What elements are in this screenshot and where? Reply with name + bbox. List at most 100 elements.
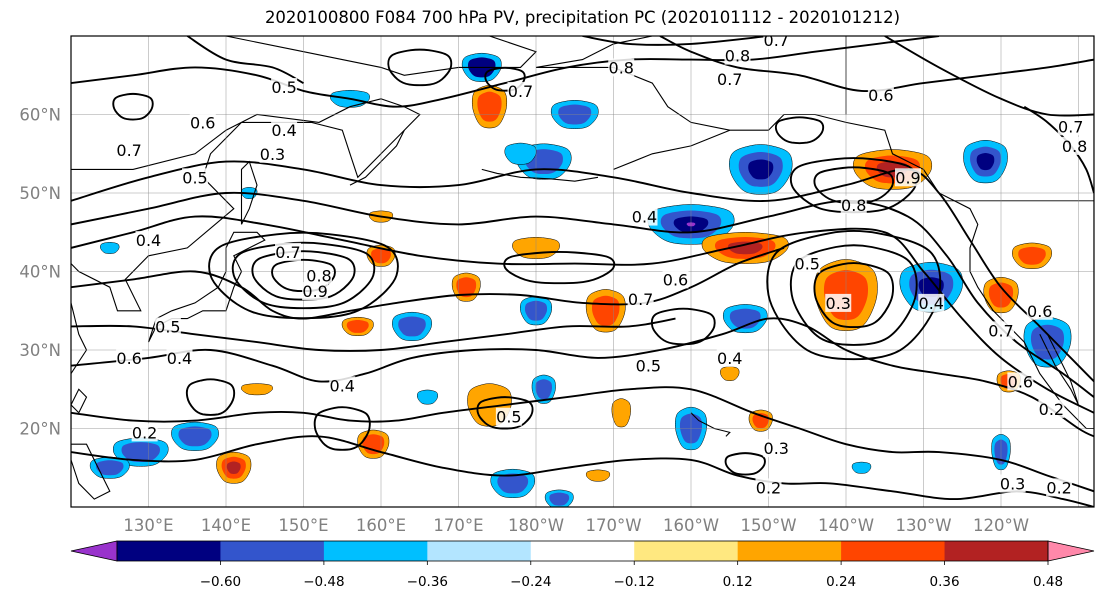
longitude-label: 160°E [356,516,406,535]
pv-label-backdrop [259,144,286,163]
pv-contour-label: 0.4 [717,349,742,368]
precip-cell [1018,246,1046,265]
colorbar-segment [944,541,1049,561]
pv-contour-label: 0.4 [167,349,192,368]
pv-contour-label: 0.2 [1046,478,1071,497]
pv-contour-label: 0.3 [1000,474,1025,493]
map-frame [70,35,1095,508]
colorbar-tick-label: 0.36 [930,574,960,590]
pv-label-backdrop [302,282,329,301]
colorbar-segment [530,541,635,561]
pv-contour-loop [387,48,453,87]
coastline [613,129,731,170]
colorbar-segment [220,541,325,561]
longitude-label: 120°W [973,516,1029,535]
colorbar-segment [117,541,221,561]
latitude-label: 60°N [19,106,61,125]
pv-contour-label: 0.4 [330,376,355,395]
longitude-label: 130°W [895,516,951,535]
longitude-label: 140°W [818,516,874,535]
longitude-label: 150°E [278,516,328,535]
pv-contour-label: 0.5 [271,78,296,97]
colorbar-segment [634,541,739,561]
pv-contour-line [582,36,769,46]
precip-cell [121,442,160,462]
pv-contour-labels: 0.50.70.6 0.40.30.50.80.70.80.70.70.60.70… [116,31,1088,497]
pv-contour-label: 0.7 [1058,117,1083,136]
colorbar-tick-label: −0.12 [614,574,655,590]
pv-contour-label: 0.9 [302,282,327,301]
colorbar-extend-high [1047,540,1095,562]
colorbar-segment [323,541,428,561]
pv-label-backdrop [271,121,298,140]
pv-label-backdrop [116,348,143,367]
colorbar-tick-label: −0.60 [200,574,241,590]
pv-label-backdrop [635,356,662,375]
pv-label-backdrop [495,407,522,426]
latitude-label: 40°N [19,263,61,282]
pv-label-backdrop [763,439,790,458]
pv-contour-loop [724,452,766,476]
precip-cell [851,461,872,474]
longitude-label: 160°W [663,516,719,535]
pv-label-backdrop [1046,478,1073,497]
pv-contour-loop [112,92,154,121]
pv-contour-label: 0.6 [1008,372,1033,391]
pv-label-backdrop [507,81,534,100]
pv-contour-label: 0.9 [895,168,920,187]
colorbar-tick-label: 0.12 [723,574,753,590]
pv-contour-label: 0.5 [496,408,521,427]
precip-cell [611,398,631,428]
pv-contour-label: 0.7 [764,31,789,50]
pv-contour-label: 0.4 [136,231,161,250]
coastline [71,98,421,312]
pv-contour-loop [789,157,918,214]
pv-label-backdrop [131,423,158,442]
pv-contour-line [186,36,304,84]
pv-label-backdrop [1038,399,1065,418]
pv-contour-label: 0.8 [306,266,331,285]
pv-contour-label: 0.7 [275,243,300,262]
pv-contour-loop [476,396,534,430]
precip-cell [727,241,763,255]
pv-label-backdrop [918,293,945,312]
pv-contour-label: 0.8 [609,58,634,77]
pv-contour-label: 0.7 [508,82,533,101]
pv-label-backdrop [271,78,298,97]
latitude-label: 20°N [19,420,61,439]
precip-cell [96,460,124,476]
pv-label-backdrop [608,58,635,77]
pv-contour-label: 0.5 [182,168,207,187]
pv-contour-loop [766,229,942,361]
pv-label-backdrop [825,293,852,312]
precip-cell [585,469,611,482]
pv-contour-line [71,160,1094,383]
pv-contour-loop [813,262,895,329]
pv-contour-label: 0.7 [628,290,653,309]
pv-contour-label: 0.2 [756,478,781,497]
pv-label-backdrop [306,266,332,285]
precip-cell [748,159,774,180]
pv-label-backdrop [755,478,782,497]
pv-contour-line [71,191,1094,398]
colorbar-segment [737,541,842,561]
precip-cell [417,389,438,405]
pv-label-backdrop [867,85,894,104]
pv-label-backdrop [763,36,790,49]
pv-contour-line [71,386,1094,493]
colorbar-tick-label: 0.48 [1033,574,1063,590]
colorbar-segment [427,541,532,561]
coastline [71,302,88,429]
pv-label-backdrop [999,474,1026,493]
pv-contour-label: 0.4 [919,294,944,313]
precip-cell [549,492,570,506]
pv-contour-label: 0.4 [632,208,657,227]
pv-contour-label: 0.7 [988,321,1013,340]
pv-label-backdrop [329,376,356,395]
precip-cell [398,316,426,337]
pv-contour-label: 0.5 [795,255,820,274]
pv-label-backdrop [116,140,143,159]
pv-contour-loop [789,244,918,346]
pv-contour-label: 0.7 [717,70,742,89]
